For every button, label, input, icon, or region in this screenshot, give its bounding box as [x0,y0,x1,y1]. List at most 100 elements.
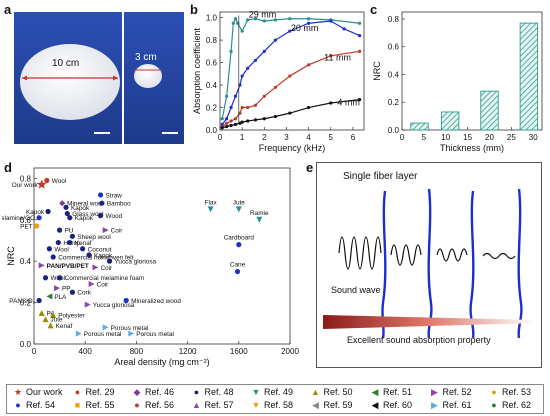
data-point [273,18,277,22]
sound-wave-strong [338,236,382,270]
data-point [288,17,292,21]
legend-label: Ref. 59 [323,400,353,410]
data-point [45,208,51,215]
legend-marker-icon: ● [134,400,140,410]
point-label: Kenaf [56,323,73,330]
x-tick-label: 20 [485,133,494,142]
data-point [44,177,50,184]
data-point [240,120,244,124]
data-point [97,192,104,198]
legend-item: ★ Our work [13,387,63,397]
x-tick-label: 6 [351,133,356,142]
point-label: Commercial nonwoven felt [58,255,134,262]
legend-marker-icon: ◀ [371,387,379,397]
y-tick-label: 1.0 [206,14,218,23]
x-axis-label: Frequency (kHz) [259,143,326,153]
legend-item: ▲ Ref. 50 [311,387,353,397]
y-tick-label: 0.6 [20,216,32,225]
scale-bar [162,132,178,134]
data-point [57,275,63,281]
legend-label: Ref. 56 [145,400,175,410]
data-point [50,312,57,319]
point-label: Mineral wool [67,201,103,208]
data-point [273,38,277,42]
y-tick-label: 0.6 [206,59,218,68]
data-point [273,114,277,119]
data-point [229,49,233,53]
data-point [97,213,104,219]
x-axis-label: Areal density (mg cm⁻²) [114,357,209,367]
data-point [329,54,333,58]
y-axis-label: Absorption coefficient [192,28,202,114]
plot-frame [401,11,543,131]
point-label: PAN/PVB/PET [47,263,89,270]
y-tick-label: 0.8 [206,36,218,45]
x-tick-label: 5 [422,133,427,142]
data-point [42,316,49,323]
data-point [128,330,135,337]
x-tick-label: 0 [218,133,223,142]
big-sample-label: 10 cm [52,58,80,69]
legend-label: Ref. 55 [85,400,115,410]
data-point [46,246,52,252]
point-label: Yucca gloriosa [115,259,157,266]
data-point [46,293,53,300]
x-tick-label: 0 [32,347,37,356]
data-point [225,121,229,125]
nrc-scatter-chart: 0 400 800 1200 1600 2000 0.0 0.2 0.4 0.6 0.8 Areal … [2,167,299,367]
data-point [57,227,63,233]
data-point [246,18,250,22]
data-point [229,105,233,110]
data-point [342,27,346,31]
legend-item: ▼ Ref. 58 [251,400,294,410]
data-point [67,215,73,221]
data-point [262,94,266,98]
fiber-diagram-svg [323,188,537,339]
y-axis-label: NRC [372,61,382,81]
legend-item: ● Ref. 56 [132,400,174,410]
legend-item: ◀ Ref. 59 [311,400,353,410]
data-point [234,268,241,275]
legend-label: Ref. 57 [204,400,234,410]
fiber-layer-diagram: Single fiber layer Sound wave Excellent … [316,162,542,368]
legend-label: Ref. 52 [442,387,472,397]
point-label: Kapok [71,205,90,212]
y-tick-label: 0.4 [388,70,400,79]
y-tick-label: 0.4 [206,81,218,90]
data-point [207,206,214,213]
legend-label: Ref. 46 [145,387,175,397]
point-label: Kapok [75,215,94,222]
panel-label-b: b [190,2,198,17]
legend-label: Ref. 51 [383,387,413,397]
fiber-line [427,188,433,339]
point-label: PANSiO₂ [9,298,35,305]
x-tick-label: 4 [306,133,311,142]
data-point [229,119,233,123]
data-point [288,29,292,33]
legend-item: ■ Ref. 55 [73,400,115,410]
panel-a-photo: 10 cm 3 cm [14,12,184,144]
large-sample [20,44,120,120]
series-label: 4 mm [337,97,360,107]
data-point [88,280,95,287]
legend-item: ● Ref. 54 [13,400,55,410]
point-label: Jute [233,199,246,206]
legend-marker-icon: ★ [13,387,23,397]
data-point [253,58,258,62]
legend-marker-icon: ◆ [133,387,141,397]
legend-label: Ref. 50 [323,387,353,397]
small-sample [134,64,162,88]
legend-marker-icon: ▶ [431,400,438,410]
y-tick-label: 0.0 [206,126,218,135]
x-tick-label: 15 [463,133,472,142]
data-point [220,126,224,130]
legend-item: ▶ Ref. 61 [430,400,472,410]
data-point [64,210,70,217]
legend-label: Ref. 29 [85,387,115,397]
x-tick-label: 3 [284,133,289,142]
data-point [233,122,238,126]
data-point [253,118,258,122]
point-label: Porous metal [111,325,149,332]
data-point [357,21,362,25]
legend-label: Ref. 49 [264,387,294,397]
